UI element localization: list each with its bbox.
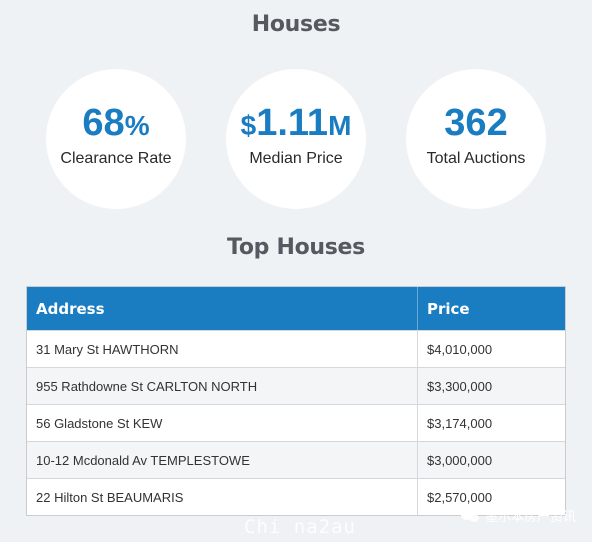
- table-row: 955 Rathdowne St CARLTON NORTH $3,300,00…: [27, 367, 565, 404]
- stat-value: 68%: [82, 102, 150, 144]
- cell-address: 31 Mary St HAWTHORN: [36, 341, 179, 357]
- stat-label: Total Auctions: [426, 150, 526, 167]
- section-title: Houses: [251, 12, 341, 37]
- table-header: Address Price: [27, 287, 565, 330]
- watermark-account: 墨尔本房产资讯: [484, 509, 576, 524]
- stat-value: $1.11M: [240, 102, 352, 144]
- clearance-rate-stat: 68% Clearance Rate: [46, 69, 186, 209]
- median-price-stat: $1.11M Median Price: [226, 69, 366, 209]
- cell-price: $4,010,000: [417, 331, 565, 367]
- cell-address: 955 Rathdowne St CARLTON NORTH: [36, 378, 258, 394]
- header-address: Address: [36, 299, 105, 318]
- top-houses-table: Address Price 31 Mary St HAWTHORN $4,010…: [26, 286, 566, 516]
- table-row: 56 Gladstone St KEW $3,174,000: [27, 404, 565, 441]
- cell-price: $3,000,000: [417, 442, 565, 478]
- watermark-badge: 墨尔本房产资讯: [460, 506, 576, 525]
- top-houses-title: Top Houses: [227, 235, 365, 260]
- cell-address: 22 Hilton St BEAUMARIS: [36, 489, 184, 505]
- table-row: 22 Hilton St BEAUMARIS $2,570,000: [27, 478, 565, 515]
- cell-price: $2,570,000: [417, 479, 565, 515]
- table-row: 31 Mary St HAWTHORN $4,010,000: [27, 330, 565, 367]
- cell-price: $3,174,000: [417, 405, 565, 441]
- table-row: 10-12 Mcdonald Av TEMPLESTOWE $3,000,000: [27, 441, 565, 478]
- watermark-text: Chi na2au: [244, 516, 356, 538]
- header-price: Price: [417, 287, 565, 330]
- stat-label: Clearance Rate: [60, 150, 172, 167]
- stat-value: 362: [444, 102, 508, 144]
- cell-price: $3,300,000: [417, 368, 565, 404]
- cell-address: 56 Gladstone St KEW: [36, 415, 163, 431]
- cell-address: 10-12 Mcdonald Av TEMPLESTOWE: [36, 452, 250, 468]
- stat-label: Median Price: [249, 150, 343, 167]
- total-auctions-stat: 362 Total Auctions: [406, 69, 546, 209]
- wechat-icon: [460, 508, 481, 524]
- table-body: 31 Mary St HAWTHORN $4,010,000 955 Rathd…: [27, 330, 565, 515]
